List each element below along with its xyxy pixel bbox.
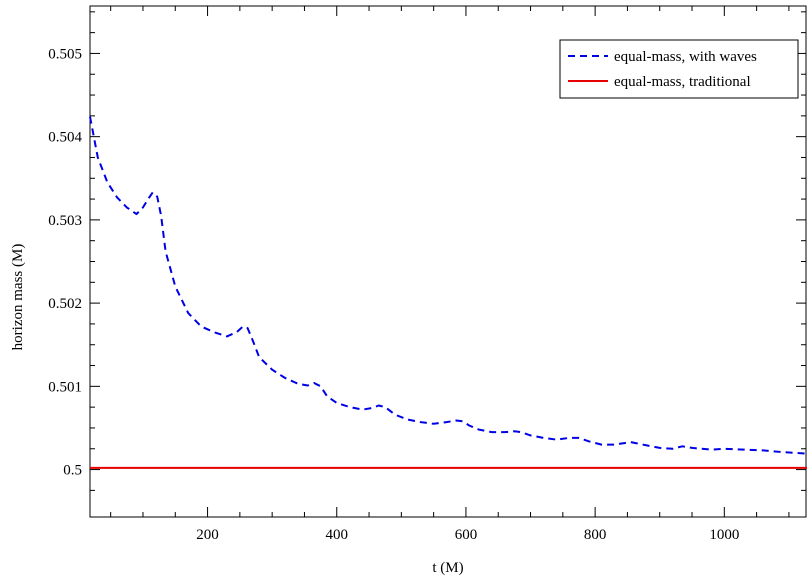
y-axis-title: horizon mass (M) [10, 244, 26, 351]
y-tick-label: 0.504 [48, 130, 82, 146]
x-tick-label: 800 [584, 527, 607, 543]
legend-label-traditional: equal-mass, traditional [614, 74, 751, 90]
legend: equal-mass, with waves equal-mass, tradi… [559, 39, 799, 99]
y-tick-label: 0.505 [48, 46, 82, 62]
series-layer [89, 116, 807, 469]
x-tick-label: 400 [326, 527, 349, 543]
y-tick-label: 0.501 [48, 379, 82, 395]
x-tick-label: 200 [196, 527, 219, 543]
y-tick-label: 0.503 [48, 213, 82, 229]
x-axis-title: t (M) [432, 560, 463, 576]
legend-box [559, 39, 799, 99]
series-line-with-waves [89, 116, 807, 455]
y-tick-label: 0.5 [63, 463, 82, 479]
legend-label-with-waves: equal-mass, with waves [614, 49, 757, 65]
x-tick-label: 600 [455, 527, 478, 543]
axis-ticks: 200 400 600 800 1000 0.5 0.501 0.502 0.503 0.504 0… [48, 6, 806, 543]
x-tick-label: 1000 [709, 527, 739, 543]
y-tick-label: 0.502 [48, 296, 82, 312]
